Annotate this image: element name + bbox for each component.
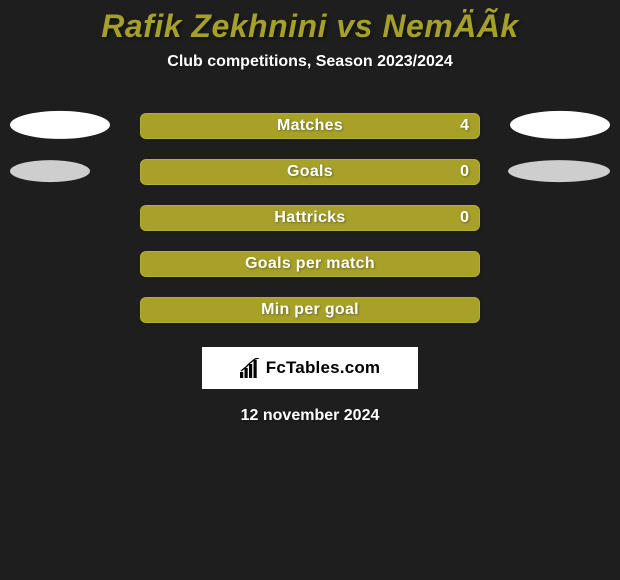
right-oval [508,160,610,182]
stat-bar: Min per goal [140,297,480,323]
bar-row: Min per goal [0,287,620,333]
stat-bar: Goals per match [140,251,480,277]
right-oval [510,111,610,139]
stat-bar: Goals 0 [140,159,480,185]
bar-row: Goals per match [0,241,620,287]
bar-label: Hattricks [274,209,345,227]
brand-box[interactable]: FcTables.com [202,347,418,389]
bar-row: Matches 4 [0,103,620,149]
bar-row: Hattricks 0 [0,195,620,241]
stat-bar: Hattricks 0 [140,205,480,231]
bar-value: 4 [460,117,469,135]
bar-value: 0 [460,163,469,181]
brand-text: FcTables.com [266,358,381,378]
date-text: 12 november 2024 [0,407,620,425]
left-oval [10,160,90,182]
subtitle: Club competitions, Season 2023/2024 [0,53,620,71]
left-oval [10,111,110,139]
bar-row: Goals 0 [0,149,620,195]
bar-label: Matches [277,117,343,135]
bar-label: Goals [287,163,333,181]
brand-bars-icon [240,358,260,378]
bar-label: Min per goal [261,301,359,319]
bar-value: 0 [460,209,469,227]
page-title: Rafik Zekhnini vs NemÄÃk [0,0,620,45]
comparison-card: Rafik Zekhnini vs NemÄÃk Club competitio… [0,0,620,580]
stat-bar: Matches 4 [140,113,480,139]
bars-area: Matches 4 Goals 0 Hattricks 0 Goals per match M… [0,103,620,333]
bar-label: Goals per match [245,255,375,273]
